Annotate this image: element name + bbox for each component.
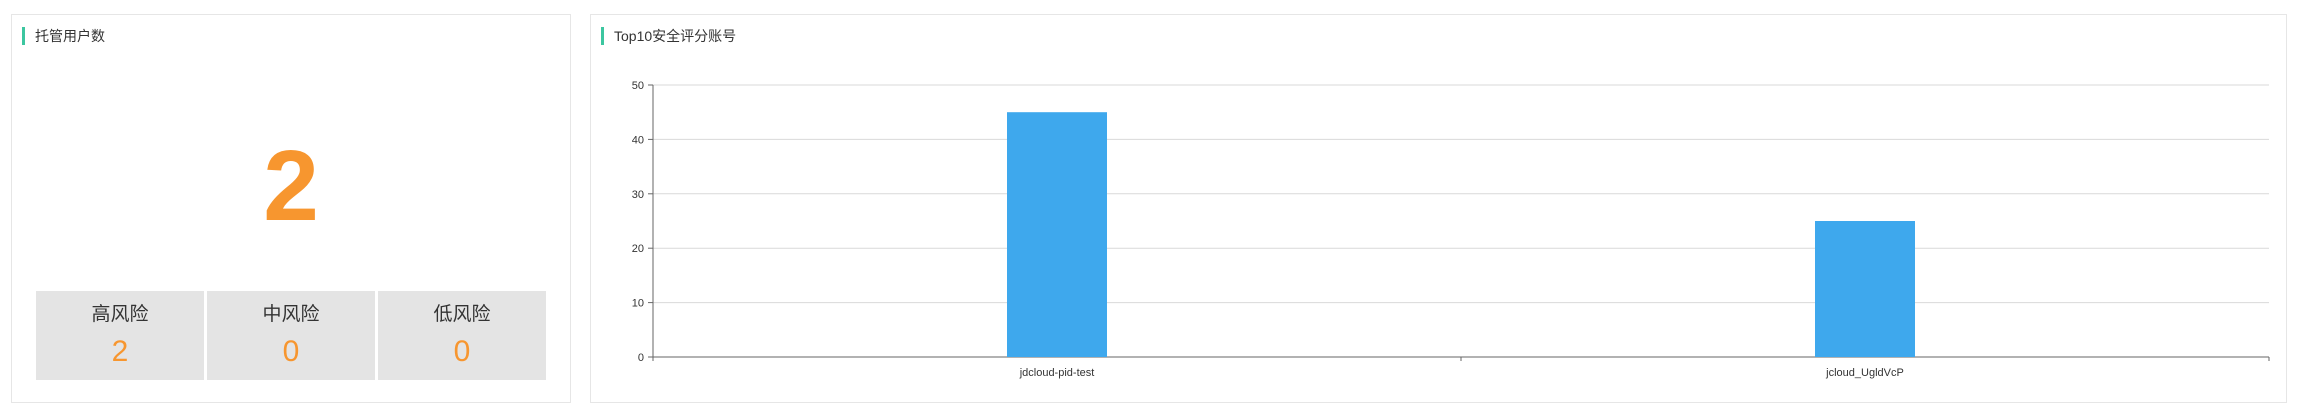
managed-users-count: 2 bbox=[263, 130, 319, 242]
bar bbox=[1815, 221, 1915, 357]
y-tick-label: 0 bbox=[638, 352, 644, 364]
risk-low-value: 0 bbox=[453, 335, 471, 368]
y-tick-label: 40 bbox=[632, 134, 644, 146]
x-tick-label: jcloud_UgldVcP bbox=[1825, 367, 1904, 379]
risk-low-card[interactable]: 低风险 0 bbox=[378, 291, 546, 380]
y-tick-label: 30 bbox=[632, 189, 644, 201]
bar bbox=[1007, 112, 1107, 357]
managed-users-title: 托管用户数 bbox=[22, 27, 105, 45]
risk-medium-label: 中风险 bbox=[262, 304, 320, 325]
top10-bar-chart: 0 10 20 30 40 50 jdcloud-pid-test jcloud_UgldVc… bbox=[632, 80, 2270, 379]
risk-high-value: 2 bbox=[111, 335, 129, 368]
x-tick-label: jdcloud-pid-test bbox=[1019, 367, 1095, 379]
y-tick-label: 10 bbox=[632, 298, 644, 310]
risk-medium-card[interactable]: 中风险 0 bbox=[207, 291, 375, 380]
risk-medium-value: 0 bbox=[282, 335, 300, 368]
y-tick-label: 20 bbox=[632, 243, 644, 255]
managed-users-panel: 托管用户数 2 高风险 2 中风险 0 低风险 0 bbox=[11, 14, 571, 403]
top10-score-panel: Top10安全评分账号 0 10 20 30 40 50 jdcloud-pid-test j… bbox=[590, 14, 2287, 403]
risk-low-label: 低风险 bbox=[433, 304, 491, 325]
top10-score-title: Top10安全评分账号 bbox=[601, 27, 736, 45]
risk-high-card[interactable]: 高风险 2 bbox=[36, 291, 204, 380]
y-tick-label: 50 bbox=[632, 80, 644, 92]
risk-high-label: 高风险 bbox=[91, 304, 149, 325]
